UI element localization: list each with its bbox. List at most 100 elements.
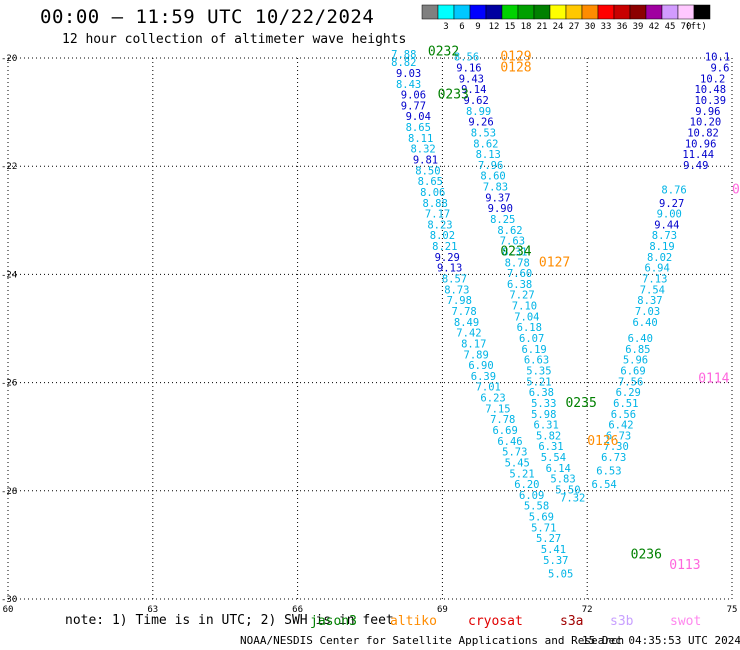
wave-height-value: 9.49 [683, 160, 708, 172]
latitude-tick-label: -30 [1, 595, 17, 605]
wave-height-value: 8.21 [432, 241, 457, 253]
wave-height-value: 6.38 [529, 387, 554, 399]
wave-height-value: 7.83 [483, 182, 508, 194]
legend-satellite-s3b: s3b [610, 614, 634, 629]
wave-height-value: 7.88 [391, 49, 416, 61]
wave-height-value: 5.21 [509, 468, 534, 480]
wave-height-value: 8.43 [396, 79, 421, 91]
wave-height-value: 7.27 [509, 290, 534, 302]
wave-height-value: 8.13 [476, 149, 501, 161]
wave-height-value: 9.90 [488, 203, 513, 215]
wave-height-value: 6.63 [524, 355, 549, 367]
wave-height-value: 10.1 [705, 52, 730, 64]
wave-height-value: 5.54 [541, 452, 566, 464]
wave-height-value: 6.31 [538, 441, 563, 453]
wave-height-value: 8.32 [410, 144, 435, 156]
wave-height-value: 8.06 [420, 187, 445, 199]
wave-height-value: 7.01 [476, 382, 501, 394]
wave-height-value: 9.62 [464, 95, 489, 107]
colorbar-unit: (ft) [685, 22, 707, 32]
wave-height-value: 8.53 [471, 127, 496, 139]
wave-height-value: 8.49 [454, 317, 479, 329]
footer-generated-date: 15 Dec 04:35:53 UTC 2024 [582, 634, 740, 647]
wave-height-value: 9.6 [710, 63, 729, 75]
track-jason3-b: 8.569.169.439.149.628.999.268.538.628.13… [454, 52, 585, 505]
wave-height-value: 8.88 [423, 198, 448, 210]
map-grid [7, 57, 733, 600]
wave-height-value: 8.57 [442, 274, 467, 286]
colorbar-swatch [693, 4, 711, 20]
wave-height-value: 6.09 [519, 490, 544, 502]
color-scale-legend: 3 6 9 12 15 18 21 24 27 30 33 36 39 42 45 70(ft) [421, 4, 711, 32]
wave-height-value: 9.13 [437, 263, 462, 275]
track-jason3: 7.888.829.038.439.069.779.048.658.118.32… [391, 49, 573, 580]
wave-height-value: 8.78 [505, 257, 530, 269]
wave-height-value: 8.17 [461, 338, 486, 350]
colorbar-tick-label: 30 [585, 22, 596, 32]
wave-height-value: 5.82 [536, 430, 561, 442]
wave-height-value: 8.25 [490, 214, 515, 226]
wave-height-value: 8.50 [415, 165, 440, 177]
wave-height-value: 8.23 [427, 219, 452, 231]
pass-time-label: 0234 [500, 244, 531, 259]
wave-height-value: 6.31 [534, 420, 559, 432]
wave-height-value: 8.11 [408, 133, 433, 145]
wave-height-value: 6.19 [521, 344, 546, 356]
wave-height-value: 6.18 [517, 322, 542, 334]
longitude-tick-label: 72 [582, 605, 593, 615]
wave-height-value: 7.89 [464, 349, 489, 361]
colorbar-tick-label: 9 [475, 22, 480, 32]
legend-satellite-s3a: s3a [560, 614, 584, 629]
wave-height-value: 8.19 [649, 241, 674, 253]
latitude-tick-label: -22 [1, 162, 17, 172]
pass-time-label: 0129 [500, 50, 531, 65]
wave-height-value: 9.43 [459, 73, 484, 85]
colorbar-tick-label: 24 [553, 22, 564, 32]
colorbar-tick-label: 27 [569, 22, 580, 32]
colorbar-tick-label: 6 [459, 22, 464, 32]
colorbar-tick-label: 36 [617, 22, 628, 32]
colorbar-tick-label: 42 [649, 22, 660, 32]
wave-height-value: 10.96 [685, 138, 717, 150]
wave-height-value: 8.65 [406, 122, 431, 134]
legend-satellite-altiko: altiko [390, 614, 437, 629]
wave-height-value: 5.98 [531, 409, 556, 421]
wave-height-value: 7.42 [456, 328, 481, 340]
wave-height-value: 5.71 [531, 522, 556, 534]
legend-satellite-swot: swot [670, 614, 702, 629]
wave-height-value: 10.39 [694, 95, 726, 107]
wave-height-value: 7.15 [485, 403, 510, 415]
colorbar-tick-label: 21 [537, 22, 548, 32]
wave-height-value: 6.39 [471, 371, 496, 383]
wave-height-value: 6.51 [613, 398, 638, 410]
wave-height-value: 8.99 [466, 106, 491, 118]
wave-height-value: 9.37 [485, 192, 510, 204]
wave-height-value: 7.60 [507, 268, 532, 280]
wave-height-value: 9.26 [468, 117, 493, 129]
wave-height-value: 8.37 [637, 295, 662, 307]
wave-height-value: 5.27 [536, 533, 561, 545]
wave-height-value: 6.40 [632, 317, 657, 329]
legend-satellite-jason3: jason3 [310, 614, 357, 629]
longitude-tick-label: 60 [3, 605, 14, 615]
wave-height-value: 8.02 [647, 252, 672, 264]
wave-height-value: 9.14 [461, 84, 486, 96]
wave-height-value: 8.62 [473, 138, 498, 150]
wave-height-value: 8.73 [444, 284, 469, 296]
page-subtitle: 12 hour collection of altimeter wave hei… [62, 32, 407, 47]
latitude-tick-label: -28 [1, 487, 17, 497]
colorbar-tick-label: 45 [665, 22, 676, 32]
wave-height-value: 9.03 [396, 68, 421, 80]
wave-height-value: 5.21 [526, 376, 551, 388]
wave-height-value: 6.29 [616, 387, 641, 399]
colorbar-tick-label: 3 [443, 22, 448, 32]
wave-height-value: 7.30 [604, 441, 629, 453]
wave-height-value: 5.35 [526, 365, 551, 377]
wave-height-value: 5.73 [502, 447, 527, 459]
wave-height-value: 9.06 [401, 90, 426, 102]
wave-height-value: 6.90 [468, 360, 493, 372]
colorbar-tick-label: 18 [521, 22, 532, 32]
wave-height-value: 6.73 [601, 452, 626, 464]
wave-height-value: 7.63 [500, 236, 525, 248]
